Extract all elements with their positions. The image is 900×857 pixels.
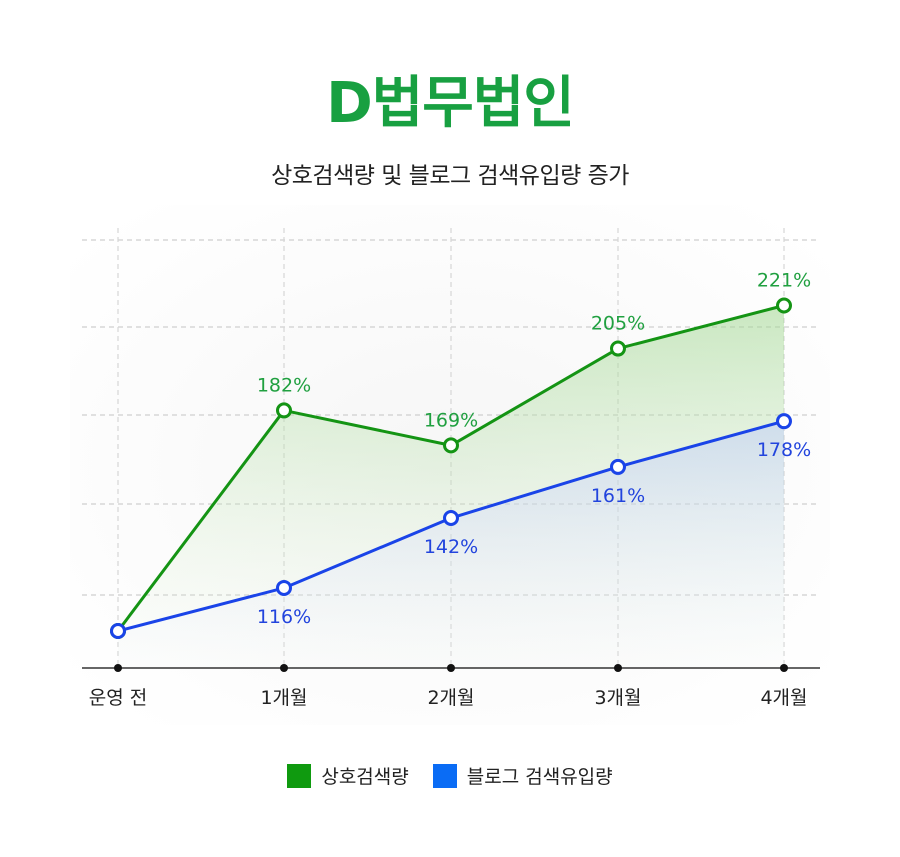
data-point-s0-4 — [776, 297, 792, 314]
x-tick-label-1: 1개월 — [260, 687, 307, 709]
data-label-s0-3: 205% — [591, 313, 645, 335]
chart-subtitle: 상호검색량 및 블로그 검색유입량 증가 — [271, 163, 629, 189]
data-label-s1-4: 178% — [757, 439, 811, 461]
legend-item-blue: 블로그 검색유입량 — [432, 762, 613, 789]
area-fill-series-1 — [118, 421, 784, 668]
x-axis-tick-dot-3 — [614, 664, 622, 672]
x-tick-label-2: 2개월 — [427, 687, 474, 709]
legend-label-green: 상호검색량 — [321, 766, 409, 788]
data-points — [110, 297, 792, 639]
data-point-s1-1 — [276, 579, 292, 596]
area-fills — [118, 305, 784, 668]
brand-title: D법무법인 — [326, 71, 575, 136]
data-point-s1-0 — [110, 623, 126, 639]
data-point-s0-3 — [610, 340, 626, 357]
x-axis: 운영 전 1개월 2개월 3개월 4개월 — [82, 664, 820, 709]
legend-swatch-green — [287, 763, 312, 788]
legend-swatch-blue — [432, 763, 457, 788]
x-tick-label-4: 4개월 — [760, 687, 807, 709]
data-point-s1-3 — [610, 458, 626, 475]
x-axis-tick-dot-2 — [447, 664, 455, 672]
data-label-s0-1: 182% — [257, 374, 311, 396]
data-label-s0-2: 169% — [424, 409, 478, 431]
x-axis-tick-dot-4 — [780, 664, 788, 672]
data-labels: 182% 169% 205% 221% 116% 142% 161% 178% — [257, 270, 811, 628]
data-label-s1-1: 116% — [257, 606, 311, 628]
legend-item-green: 상호검색량 — [287, 762, 409, 789]
x-axis-tick-dot-0 — [114, 664, 122, 672]
legend-label-blue: 블로그 검색유입량 — [466, 766, 613, 788]
x-axis-tick-dot-1 — [280, 664, 288, 672]
legend: 상호검색량 블로그 검색유입량 — [0, 762, 900, 789]
data-point-s1-4 — [776, 413, 792, 430]
data-label-s1-2: 142% — [424, 536, 478, 558]
x-tick-label-0: 운영 전 — [89, 687, 147, 709]
data-label-s1-3: 161% — [591, 485, 645, 507]
data-point-s0-2 — [443, 437, 459, 454]
data-label-s0-4: 221% — [757, 270, 811, 292]
x-tick-label-3: 3개월 — [594, 687, 641, 709]
data-point-s1-2 — [443, 510, 459, 527]
data-point-s0-1 — [276, 402, 292, 419]
